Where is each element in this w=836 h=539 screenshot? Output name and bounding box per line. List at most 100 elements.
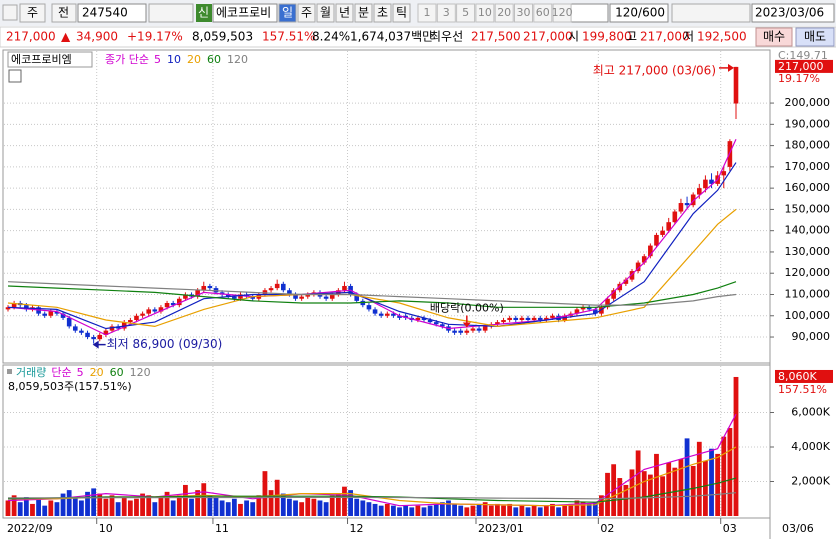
y-tick-label: 110,000 <box>785 287 831 300</box>
candle-body <box>476 328 482 331</box>
candle-body <box>128 320 133 323</box>
volume-bar <box>525 507 531 516</box>
candle-body <box>287 290 292 295</box>
count: 120/600 <box>615 6 665 20</box>
interval-button[interactable] <box>494 3 514 23</box>
market-select[interactable] <box>19 3 46 23</box>
volume-bar <box>127 500 133 516</box>
candle-body <box>617 283 623 291</box>
volume-bar <box>574 500 580 516</box>
volume-bar <box>48 500 54 516</box>
volume-bar <box>11 495 17 516</box>
interval-button[interactable] <box>436 3 456 23</box>
x-tick-label: 2023/01 <box>478 522 524 535</box>
candle-body <box>421 317 427 321</box>
candle-body <box>72 326 78 331</box>
quote-turnover: 8.24% <box>312 30 350 44</box>
quote-ask: 217,500 <box>471 30 521 44</box>
interval-button[interactable] <box>475 3 495 23</box>
volume-bar <box>60 493 66 516</box>
volume-bar <box>30 503 35 516</box>
candle-body <box>660 230 665 235</box>
volume-bar <box>409 507 415 516</box>
y-tick-label: 120,000 <box>785 266 831 279</box>
interval-label: 10 <box>478 6 492 19</box>
period-button[interactable] <box>316 3 335 23</box>
period-button[interactable] <box>278 3 297 23</box>
volume-bar <box>366 502 372 516</box>
quote-open-label: 시 <box>568 30 579 44</box>
sell-button[interactable] <box>795 27 835 47</box>
quote-price: 217,000 <box>6 30 56 44</box>
candle-body <box>152 309 158 312</box>
count-dropdown[interactable] <box>569 3 609 23</box>
badge-box[interactable] <box>196 4 212 22</box>
volume-bar <box>293 500 298 516</box>
badge: 신 <box>198 6 209 20</box>
period-button[interactable] <box>392 3 411 23</box>
date-box[interactable] <box>751 3 835 23</box>
period-button[interactable] <box>373 3 392 23</box>
x-tick-label: 03 <box>723 522 737 535</box>
name-box[interactable] <box>212 3 278 23</box>
candle-body <box>574 309 580 314</box>
interval-label: 120 <box>552 6 573 19</box>
volume-bar <box>311 498 317 516</box>
candle-body <box>48 311 54 316</box>
candle-body <box>599 307 604 314</box>
candle-body <box>170 302 176 306</box>
period-button[interactable] <box>297 3 316 23</box>
candle-body <box>164 302 170 308</box>
menu-icon[interactable] <box>2 4 18 21</box>
interval-button[interactable] <box>417 3 437 23</box>
volume-bar <box>623 484 629 516</box>
y-tick-label: 100,000 <box>785 309 831 322</box>
interval-button[interactable] <box>552 3 572 23</box>
search-icons[interactable] <box>148 3 194 23</box>
y-tick-label: 150,000 <box>785 202 831 215</box>
candle-body <box>415 317 421 321</box>
candle-body <box>629 271 635 280</box>
candle-body <box>280 283 286 291</box>
volume-bar <box>299 502 305 516</box>
count-box[interactable] <box>609 3 669 23</box>
candle-body <box>66 317 72 327</box>
grid-icon[interactable] <box>8 69 22 83</box>
interval-button[interactable] <box>514 3 533 23</box>
legend-entry: 5 <box>154 53 161 66</box>
interval-label: 30 <box>517 6 531 19</box>
volume-bar <box>42 505 48 516</box>
tool-icons[interactable] <box>671 3 751 23</box>
candle-body <box>158 307 164 312</box>
candle-body <box>372 309 378 314</box>
volume-bar <box>72 497 78 516</box>
y-tick-label: 4,000K <box>791 440 830 453</box>
volume-bar <box>189 498 194 516</box>
candle-body <box>5 307 11 310</box>
interval-button[interactable] <box>533 3 553 23</box>
interval-button[interactable] <box>456 3 476 23</box>
candle-body <box>97 334 103 340</box>
volume-bar <box>464 507 470 516</box>
volume-bar <box>219 500 225 516</box>
quote-high: 217,000 <box>640 30 690 44</box>
period-button[interactable] <box>335 3 354 23</box>
buy-button[interactable] <box>755 27 793 47</box>
volume-bar <box>329 495 335 516</box>
code-input[interactable] <box>77 3 147 23</box>
volume-bar <box>97 493 103 516</box>
period-button[interactable] <box>354 3 373 23</box>
volume-bar <box>317 500 323 516</box>
candle-body <box>293 294 298 299</box>
candle-body <box>513 317 519 321</box>
volume-bar <box>335 493 341 516</box>
y-tick-label: 190,000 <box>785 117 831 130</box>
mode-select[interactable] <box>51 3 77 23</box>
candle-body <box>464 330 470 333</box>
volume-bar <box>721 436 727 516</box>
candle-body <box>305 294 311 297</box>
volume-bar <box>684 438 690 516</box>
volume-bar <box>378 505 384 516</box>
candle-body <box>274 283 280 289</box>
candle-body <box>366 305 372 310</box>
